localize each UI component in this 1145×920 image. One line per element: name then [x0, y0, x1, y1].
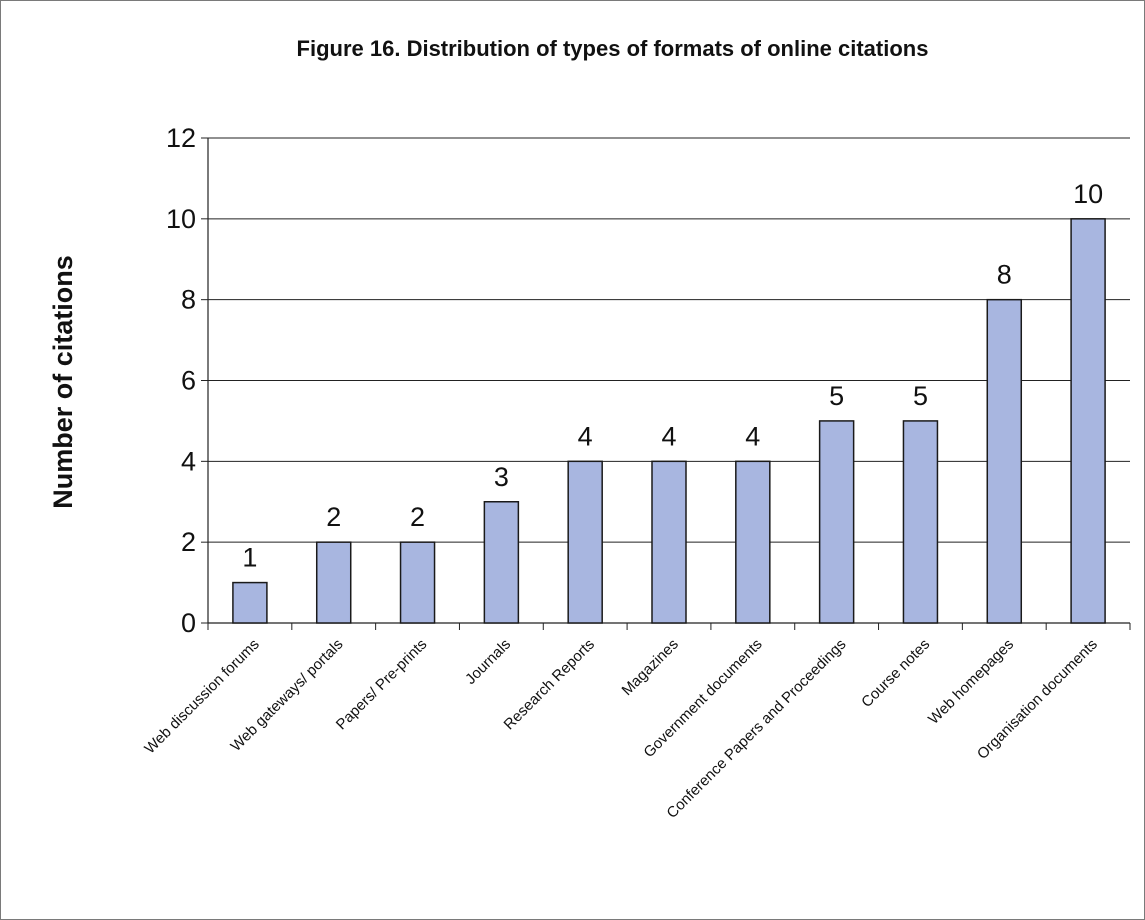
- y-tick-labels: 0 2 4 6 8 10 12: [166, 123, 196, 638]
- bar: [735, 460, 771, 624]
- data-label: 1: [242, 543, 257, 573]
- data-label: 2: [410, 502, 425, 532]
- data-label: 5: [829, 381, 844, 411]
- data-label: 3: [494, 462, 509, 492]
- data-label: 4: [745, 421, 760, 451]
- bar: [232, 581, 268, 624]
- data-label: 2: [326, 502, 341, 532]
- x-tick-label: Course notes: [858, 636, 933, 711]
- bar: [986, 298, 1023, 624]
- x-tick-label: Papers/ Pre-prints: [333, 636, 431, 734]
- y-tick-label: 2: [181, 527, 196, 557]
- y-tick-label: 4: [181, 446, 196, 476]
- data-label: 4: [578, 421, 593, 451]
- bars: [232, 218, 1106, 624]
- y-tick-label: 0: [181, 608, 196, 638]
- bar: [651, 460, 687, 624]
- data-label: 5: [913, 381, 928, 411]
- bar: [399, 541, 436, 624]
- x-tick-label: Journals: [462, 636, 514, 688]
- chart-title: Figure 16. Distribution of types of form…: [296, 36, 929, 61]
- data-label: 10: [1073, 179, 1103, 209]
- bar: [567, 460, 603, 624]
- x-tick-label: Web homepages: [925, 636, 1017, 728]
- data-label: 8: [997, 260, 1012, 290]
- bar: [483, 501, 520, 624]
- y-tick-label: 10: [166, 204, 196, 234]
- bar: [818, 420, 855, 624]
- y-tick-label: 12: [166, 123, 196, 153]
- x-tick-label: Conference Papers and Proceedings: [663, 636, 849, 822]
- data-labels: 1 2 2 3 4 4 4 5 5 8 10: [242, 179, 1103, 573]
- x-tick-label: Research Reports: [501, 636, 599, 734]
- bar: [315, 541, 352, 624]
- bar: [1070, 218, 1106, 624]
- bar: [902, 420, 939, 624]
- data-label: 4: [661, 421, 676, 451]
- y-tick-label: 6: [181, 366, 196, 396]
- y-axis-label: Number of citations: [48, 255, 78, 509]
- y-tick-label: 8: [181, 285, 196, 315]
- x-tick-label: Magazines: [619, 636, 682, 699]
